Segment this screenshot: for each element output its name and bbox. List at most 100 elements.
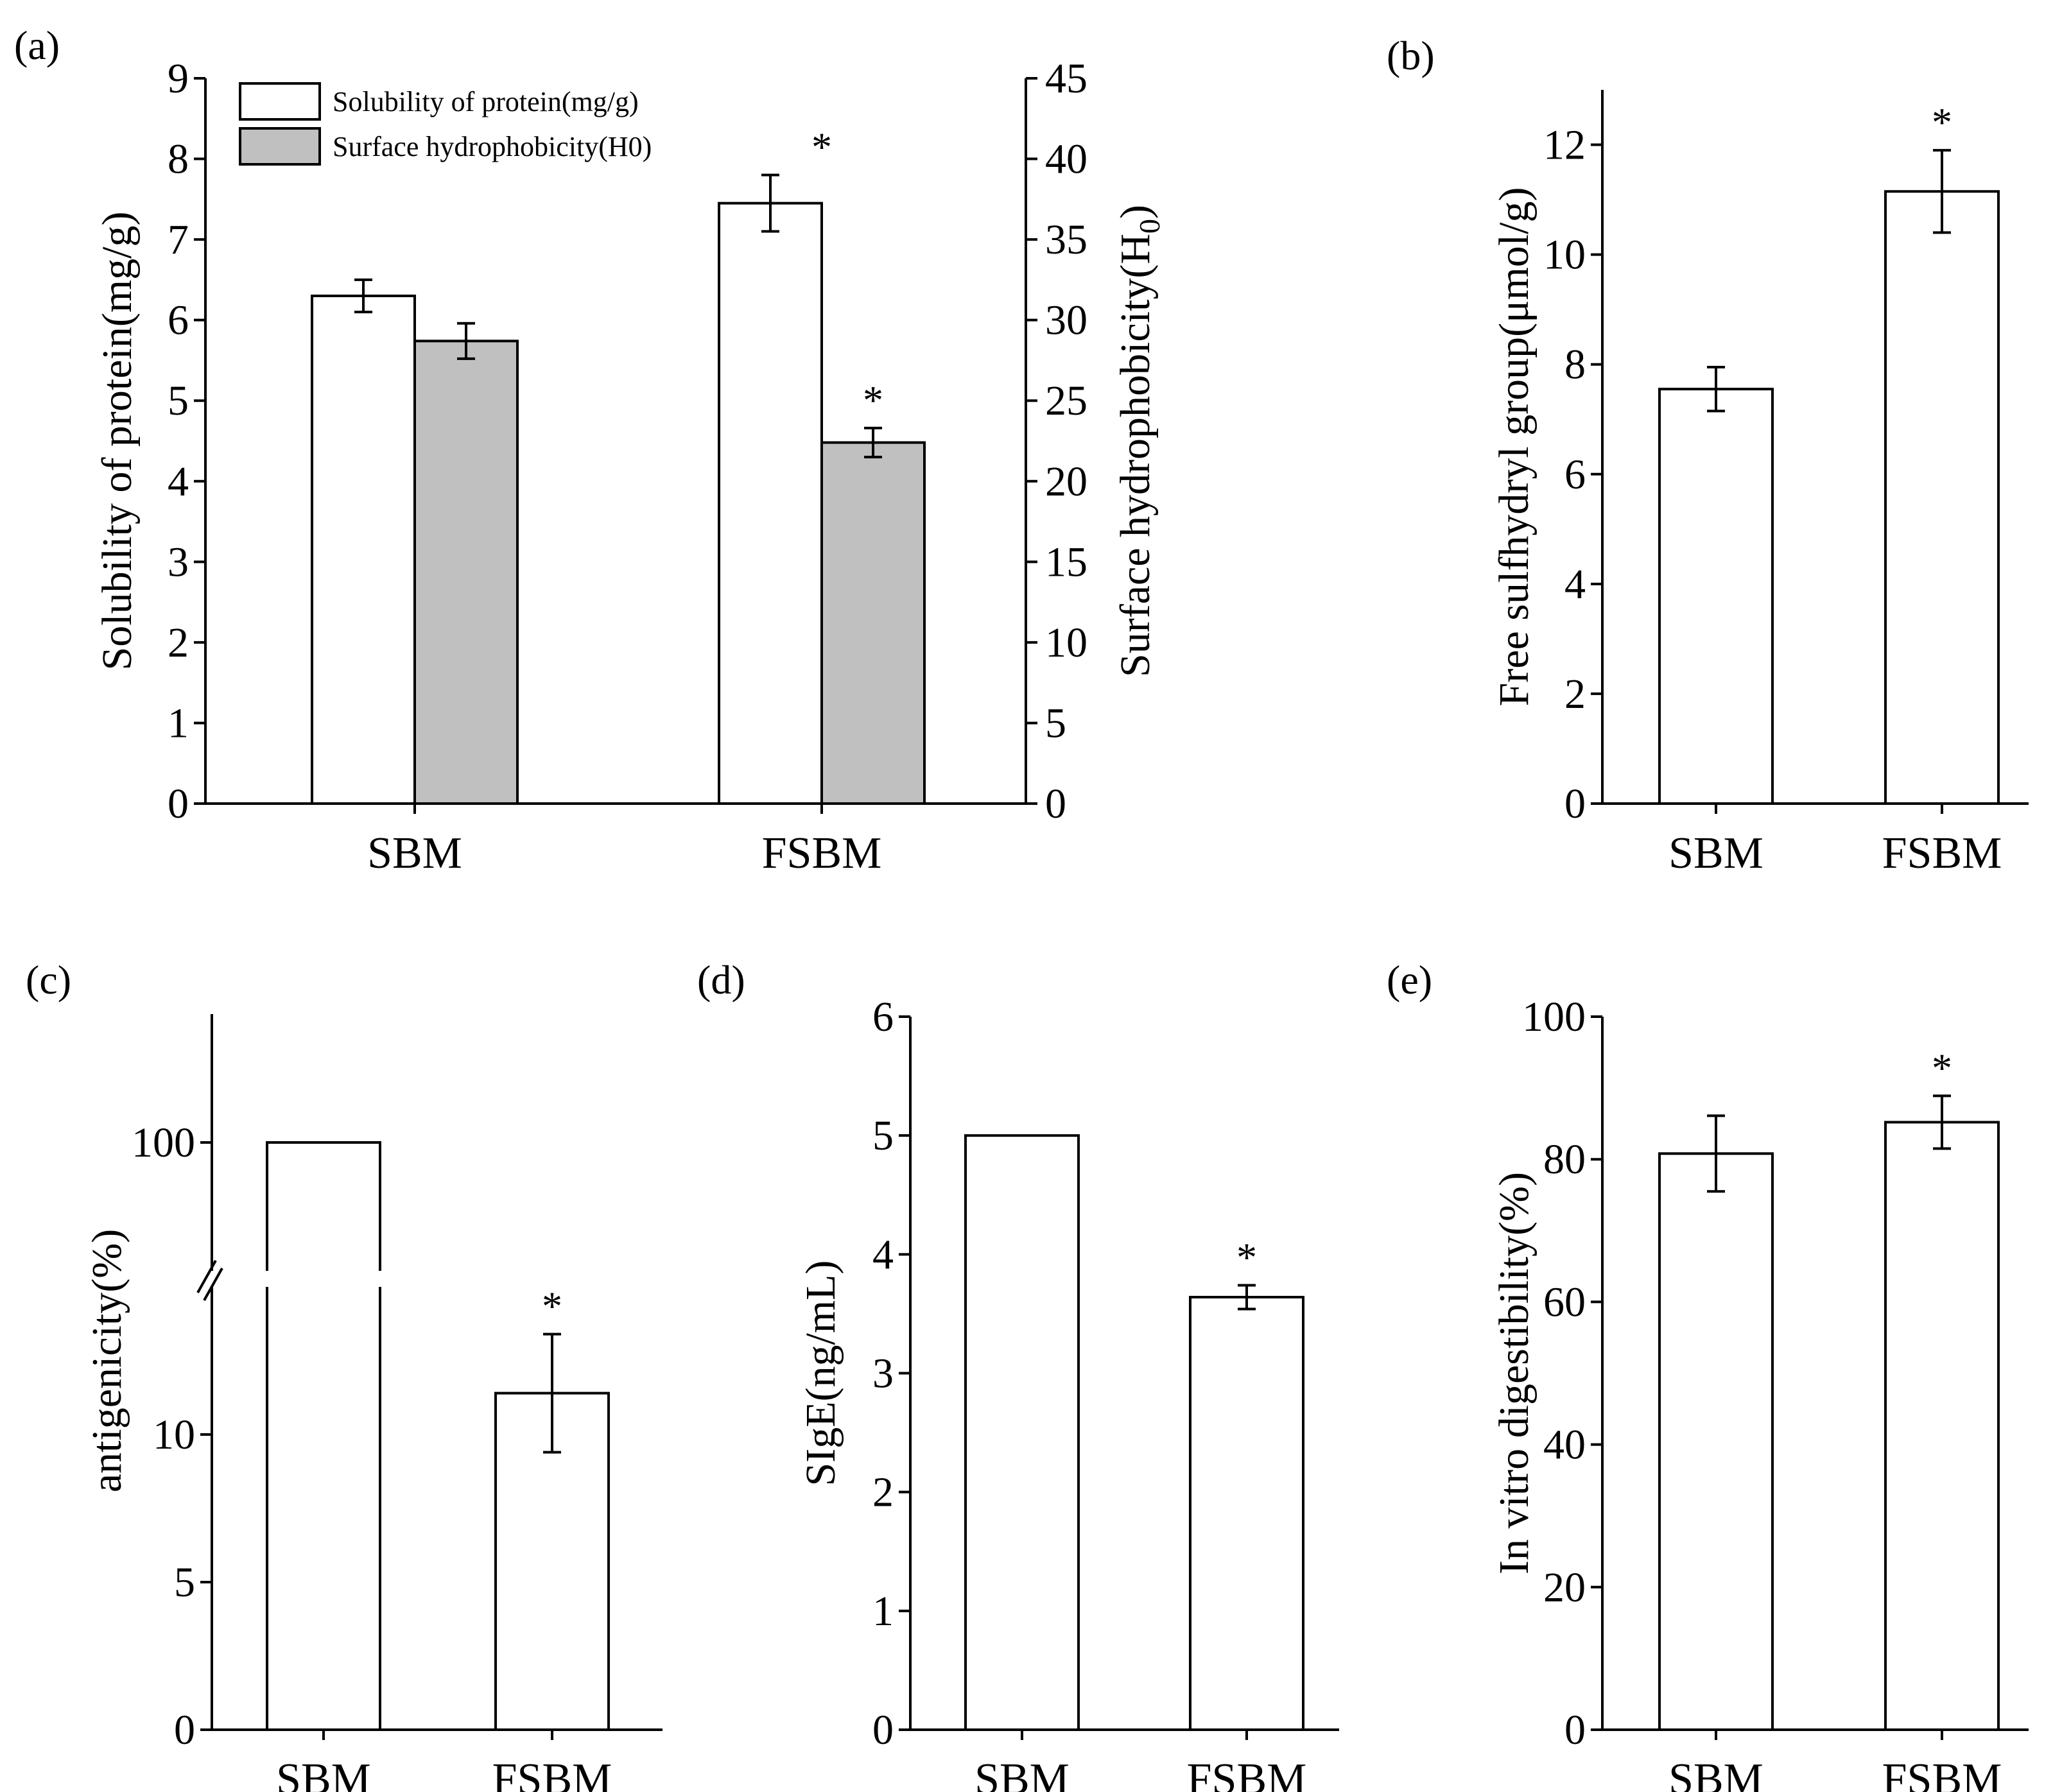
d-bar-sbm [964,1134,1080,1731]
d-y-axis-title: SIgE(ng/mL) [797,1261,844,1486]
d-x-tick-label-0: SBM [975,1755,1070,1792]
panel-label-c: (c) [26,957,71,1003]
d-y-tick-label-6: 6 [872,994,894,1040]
c-bar-sbm-upper [266,1141,381,1271]
panel-label-e: (e) [1387,957,1432,1003]
b-error-bar-1 [1933,149,1951,234]
b-y-tick-label-1: 2 [1564,671,1586,718]
e-significance-star-1: * [1932,1045,1952,1090]
c-significance-star-1: * [542,1284,562,1329]
a-bar-hydrophobicity-fsbm [820,441,926,805]
a-significance-star-0-1: * [811,125,832,170]
d-bar-fsbm [1189,1295,1304,1731]
b-y-tick-label-0: 0 [1564,780,1586,827]
b-y-tick-label-6: 12 [1543,122,1586,169]
a-error-bar-1-0 [457,322,475,360]
a-error-bar-0-0 [354,278,372,314]
a-significance-star-1-1: * [863,377,883,423]
e-bar-fsbm [1884,1121,2000,1731]
a-y-tick-label-right-2: 10 [1045,619,1087,666]
a-legend-label-0: Solubility of protein(mg/g) [333,86,639,117]
e-x-tick-label-1: FSBM [1882,1755,2002,1792]
a-y-tick-label-right-7: 35 [1045,216,1087,263]
d-y-tick-label-3: 3 [872,1350,894,1397]
c-bar-sbm-lower [266,1287,381,1731]
a-y-axis-title-right: Surface hydrophobicity(H0) [1112,205,1166,677]
e-y-tick-label-0: 0 [1564,1707,1586,1753]
a-y-axis-title-right-main: Surface hydrophobicity(H [1112,234,1159,677]
e-y-tick-label-1: 20 [1543,1564,1586,1611]
e-y-tick-label-4: 80 [1543,1136,1586,1183]
a-legend-swatch-1 [239,127,321,166]
a-y-axis-title-right-sub: 0 [1133,219,1166,234]
c-error-bar-1 [543,1332,561,1454]
panel-label-d: (d) [697,957,745,1003]
a-y-tick-label-5: 5 [168,377,189,424]
a-y-tick-label-2: 2 [168,619,189,666]
a-y-tick-label-right-5: 25 [1045,377,1087,424]
b-bar-sbm [1658,388,1774,805]
d-y-tick-label-0: 0 [872,1707,894,1753]
a-y-tick-label-right-6: 30 [1045,297,1087,344]
c-x-tick-label-1: FSBM [492,1755,612,1792]
b-y-tick-label-2: 4 [1564,561,1586,608]
b-x-tick-label-0: SBM [1668,829,1763,878]
a-y-tick-label-3: 3 [168,538,189,585]
b-y-axis-title: Free sulfhydryl group(μmol/g) [1491,187,1538,707]
a-legend-swatch-0 [239,82,321,121]
a-legend: Solubility of protein(mg/g) Surface hydro… [239,82,652,166]
b-error-bar-0 [1707,365,1725,413]
c-y-tick-label-3: 100 [132,1119,195,1166]
e-error-bar-1 [1933,1094,1951,1150]
a-y-tick-label-right-9: 45 [1045,55,1087,102]
e-y-tick-label-3: 60 [1543,1279,1586,1325]
b-significance-star-1: * [1932,99,1952,145]
a-y-tick-label-right-8: 40 [1045,136,1087,183]
b-x-tick-label-1: FSBM [1882,829,2002,878]
a-y-tick-label-right-4: 20 [1045,458,1087,505]
c-y-tick-label-1: 5 [174,1559,195,1606]
a-y-tick-label-right-3: 15 [1045,538,1087,585]
a-bar-solubility-fsbm [718,202,823,806]
a-y-tick-label-4: 4 [168,458,189,505]
a-bar-hydrophobicity-sbm [413,340,519,805]
a-y-axis-title-right-close: ) [1112,205,1159,219]
a-x-tick-label-0: SBM [367,829,462,878]
d-y-tick-label-4: 4 [872,1231,894,1278]
d-y-tick-label-1: 1 [872,1588,894,1635]
e-error-bar-0 [1707,1114,1725,1193]
c-x-tick-label-0: SBM [276,1755,371,1792]
e-y-axis-title: In vitro digestibility(%) [1491,1172,1538,1574]
a-y-tick-label-8: 8 [168,136,189,183]
d-y-tick-label-5: 5 [872,1112,894,1159]
a-y-tick-label-1: 1 [168,700,189,746]
a-x-tick-label-1: FSBM [762,829,882,878]
panel-label-a: (a) [14,22,60,68]
e-x-tick-label-0: SBM [1668,1755,1763,1792]
c-y-tick-label-0: 0 [174,1707,195,1753]
a-error-bar-0-1 [761,173,779,233]
a-y-tick-label-right-1: 5 [1045,700,1066,746]
d-significance-star-1: * [1236,1234,1257,1280]
a-y-tick-label-0: 0 [168,780,189,827]
c-axis-break-mark-1 [196,1260,217,1293]
c-y-axis-title: antigenicity(%) [83,1229,130,1493]
a-legend-label-1: Surface hydrophobicity(H0) [333,131,652,162]
a-error-bar-1-1 [864,426,882,459]
a-y-tick-label-6: 6 [168,297,189,344]
c-y-tick-label-2: 10 [153,1411,195,1458]
b-bar-fsbm [1884,190,2000,805]
e-bar-sbm [1658,1152,1774,1731]
a-bar-solubility-sbm [311,295,416,805]
a-y-tick-label-7: 7 [168,216,189,263]
b-y-tick-label-3: 6 [1564,451,1586,498]
e-y-tick-label-2: 40 [1543,1422,1586,1469]
b-y-tick-label-4: 8 [1564,341,1586,388]
a-y-axis-title: Solubility of protein(mg/g) [94,212,141,671]
d-y-tick-label-2: 2 [872,1469,894,1516]
e-y-tick-label-5: 100 [1522,994,1586,1040]
d-x-tick-label-1: FSBM [1187,1755,1307,1792]
d-error-bar-1 [1238,1284,1256,1311]
panel-label-b: (b) [1387,33,1435,78]
